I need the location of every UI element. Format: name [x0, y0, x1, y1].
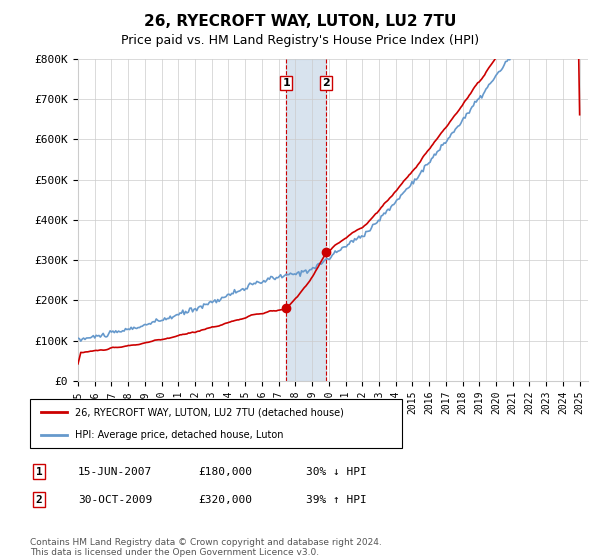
Text: 2: 2 — [322, 78, 330, 88]
Text: 1: 1 — [35, 466, 43, 477]
Text: 15-JUN-2007: 15-JUN-2007 — [78, 466, 152, 477]
Text: Contains HM Land Registry data © Crown copyright and database right 2024.
This d: Contains HM Land Registry data © Crown c… — [30, 538, 382, 557]
Bar — [286, 59, 326, 381]
Text: 39% ↑ HPI: 39% ↑ HPI — [306, 494, 367, 505]
Text: 1: 1 — [283, 78, 290, 88]
FancyBboxPatch shape — [30, 399, 402, 448]
Text: £180,000: £180,000 — [198, 466, 252, 477]
Text: 26, RYECROFT WAY, LUTON, LU2 7TU: 26, RYECROFT WAY, LUTON, LU2 7TU — [144, 14, 456, 29]
Text: 30% ↓ HPI: 30% ↓ HPI — [306, 466, 367, 477]
Text: 26, RYECROFT WAY, LUTON, LU2 7TU (detached house): 26, RYECROFT WAY, LUTON, LU2 7TU (detach… — [74, 407, 344, 417]
Text: 30-OCT-2009: 30-OCT-2009 — [78, 494, 152, 505]
Text: Price paid vs. HM Land Registry's House Price Index (HPI): Price paid vs. HM Land Registry's House … — [121, 34, 479, 46]
Text: £320,000: £320,000 — [198, 494, 252, 505]
Text: HPI: Average price, detached house, Luton: HPI: Average price, detached house, Luto… — [74, 430, 283, 440]
Text: 2: 2 — [35, 494, 43, 505]
